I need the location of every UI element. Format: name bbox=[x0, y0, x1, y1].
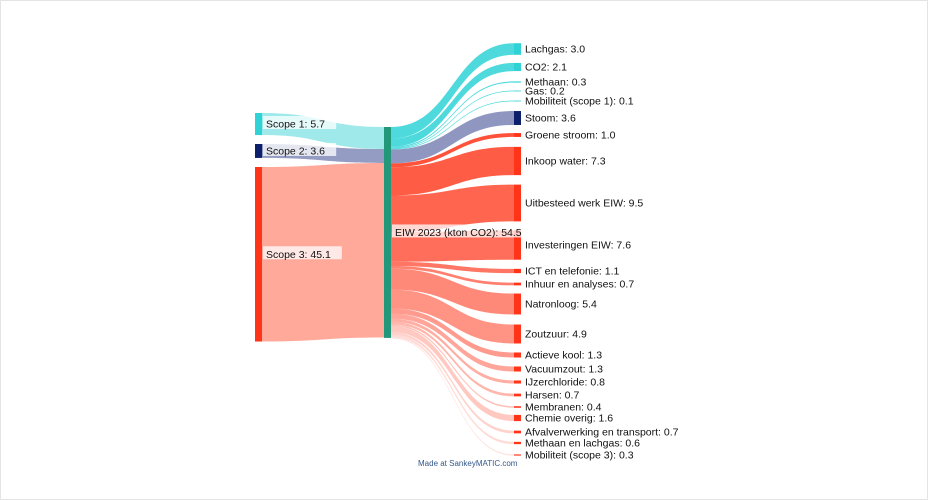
node-mobiliteit-scope-3[interactable] bbox=[514, 454, 521, 456]
node-hub[interactable] bbox=[384, 127, 391, 338]
label-harsen: Harsen: 0.7 bbox=[525, 390, 579, 402]
label-natronloog: Natronloog: 5.4 bbox=[525, 299, 597, 311]
flow-hub-to-afvalverwerking-en-transport[interactable] bbox=[391, 332, 514, 434]
node-chemie-overig[interactable] bbox=[514, 414, 521, 422]
label-stoom: Stoom: 3.6 bbox=[525, 113, 576, 125]
flow-hub-to-mobiliteit-scope-3[interactable] bbox=[391, 337, 514, 456]
label-scope-3-bg bbox=[263, 246, 342, 260]
label-inkoop-water: Inkoop water: 7.3 bbox=[525, 156, 606, 168]
label-lachgas: Lachgas: 3.0 bbox=[525, 44, 585, 56]
flow-hub-to-stoom[interactable] bbox=[391, 111, 514, 164]
label-membranen: Membranen: 0.4 bbox=[525, 402, 602, 414]
node-scope-1[interactable] bbox=[255, 113, 262, 136]
flow-hub-to-vacuumzout[interactable] bbox=[391, 313, 514, 372]
flow-hub-to-actieve-kool[interactable] bbox=[391, 308, 514, 358]
label-uitbesteed-werk-eiw: Uitbesteed werk EIW: 9.5 bbox=[525, 198, 643, 210]
node-inhuur-en-analyses[interactable] bbox=[514, 282, 521, 286]
flow-hub-to-harsen[interactable] bbox=[391, 321, 514, 397]
node-co2[interactable] bbox=[514, 62, 521, 72]
node-natronloog[interactable] bbox=[514, 293, 521, 315]
node-stoom[interactable] bbox=[514, 111, 521, 125]
flow-hub-to-uitbesteed-werk-eiw[interactable] bbox=[391, 184, 514, 233]
label-vacuumzout: Vacuumzout: 1.3 bbox=[525, 364, 603, 376]
label-methaan-en-lachgas: Methaan en lachgas: 0.6 bbox=[525, 438, 640, 450]
node-methaan[interactable] bbox=[514, 81, 521, 83]
flow-hub-to-groene-stroom[interactable] bbox=[391, 133, 514, 168]
label-co2: CO2: 2.1 bbox=[525, 62, 567, 74]
node-groene-stroom[interactable] bbox=[514, 133, 521, 137]
flow-hub-to-membranen[interactable] bbox=[391, 324, 514, 408]
flow-hub-to-mobiliteit-scope-1[interactable] bbox=[391, 100, 514, 150]
label-inhuur-en-analyses: Inhuur en analyses: 0.7 bbox=[525, 279, 634, 291]
node-uitbesteed-werk-eiw[interactable] bbox=[514, 184, 521, 222]
node-vacuumzout[interactable] bbox=[514, 366, 521, 372]
node-lachgas[interactable] bbox=[514, 43, 521, 55]
flow-hub-to-zoutzuur[interactable] bbox=[391, 289, 514, 344]
node-scope-2[interactable] bbox=[255, 144, 262, 158]
flow-hub-to-lachgas[interactable] bbox=[391, 43, 514, 139]
label-scope-3: Scope 3: 45.1 bbox=[266, 249, 331, 261]
label-ijzerchloride: IJzerchloride: 0.8 bbox=[525, 377, 605, 389]
node-ict-en-telefonie[interactable] bbox=[514, 268, 521, 274]
flow-hub-to-gas[interactable] bbox=[391, 90, 514, 149]
flow-hub-to-chemie-overig[interactable] bbox=[391, 325, 514, 422]
flow-hub-to-co2[interactable] bbox=[391, 62, 514, 147]
flow-hub-to-investeringen-eiw[interactable] bbox=[391, 230, 514, 262]
label-investeringen-eiw: Investeringen EIW: 7.6 bbox=[525, 240, 631, 252]
label-mobiliteit-scope-1: Mobiliteit (scope 1): 0.1 bbox=[525, 96, 634, 108]
flow-hub-to-inhuur-en-analyses[interactable] bbox=[391, 265, 514, 286]
node-harsen[interactable] bbox=[514, 393, 521, 397]
flow-hub-to-ict-en-telefonie[interactable] bbox=[391, 261, 514, 274]
node-mobiliteit-scope-1[interactable] bbox=[514, 100, 521, 102]
flow-hub-to-methaan[interactable] bbox=[391, 81, 514, 148]
node-zoutzuur[interactable] bbox=[514, 324, 521, 344]
label-hub-bg bbox=[392, 224, 538, 238]
label-mobiliteit-scope-3: Mobiliteit (scope 3): 0.3 bbox=[525, 450, 634, 462]
label-groene-stroom: Groene stroom: 1.0 bbox=[525, 130, 616, 142]
flow-hub-to-inkoop-water[interactable] bbox=[391, 146, 514, 196]
node-actieve-kool[interactable] bbox=[514, 352, 521, 358]
node-methaan-en-lachgas[interactable] bbox=[514, 441, 521, 445]
node-afvalverwerking-en-transport[interactable] bbox=[514, 430, 521, 434]
label-actieve-kool: Actieve kool: 1.3 bbox=[525, 350, 602, 362]
flow-hub-to-natronloog[interactable] bbox=[391, 268, 514, 315]
label-ict-en-telefonie: ICT en telefonie: 1.1 bbox=[525, 266, 620, 278]
label-hub: EIW 2023 (kton CO2): 54.5 bbox=[395, 227, 522, 239]
label-scope-1-bg bbox=[263, 116, 337, 130]
flows bbox=[262, 43, 514, 456]
node-scope-3[interactable] bbox=[255, 167, 262, 342]
node-gas[interactable] bbox=[514, 90, 521, 92]
credit-link[interactable]: Made at SankeyMATIC.com bbox=[418, 459, 518, 468]
flow-hub-to-ijzerchloride[interactable] bbox=[391, 318, 514, 384]
label-zoutzuur: Zoutzuur: 4.9 bbox=[525, 329, 587, 341]
node-ijzerchloride[interactable] bbox=[514, 380, 521, 384]
node-investeringen-eiw[interactable] bbox=[514, 230, 521, 260]
flow-hub-to-methaan-en-lachgas[interactable] bbox=[391, 334, 514, 445]
node-membranen[interactable] bbox=[514, 406, 521, 408]
label-afvalverwerking-en-transport: Afvalverwerking en transport: 0.7 bbox=[525, 427, 679, 439]
nodes bbox=[255, 43, 521, 456]
label-methaan: Methaan: 0.3 bbox=[525, 77, 586, 89]
label-gas: Gas: 0.2 bbox=[525, 86, 565, 98]
label-scope-1: Scope 1: 5.7 bbox=[266, 119, 325, 131]
label-chemie-overig: Chemie overig: 1.6 bbox=[525, 413, 613, 425]
label-scope-2-bg bbox=[263, 142, 337, 156]
node-inkoop-water[interactable] bbox=[514, 146, 521, 176]
label-scope-2: Scope 2: 3.6 bbox=[266, 145, 325, 157]
